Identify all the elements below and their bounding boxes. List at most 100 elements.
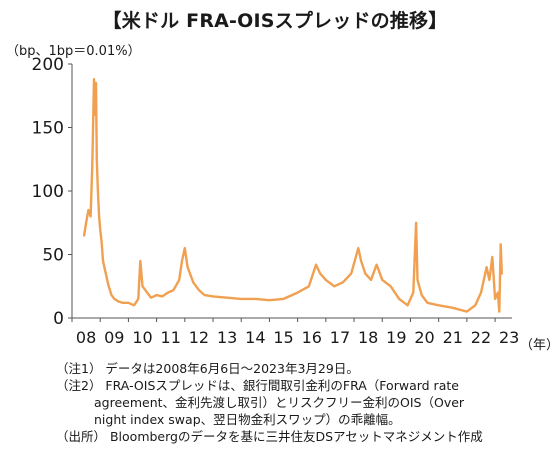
data-point	[117, 300, 120, 303]
x-tick-label: 17	[330, 328, 350, 347]
data-point	[406, 304, 409, 307]
data-point	[480, 291, 482, 294]
x-tick-label: 10	[132, 328, 152, 347]
data-point	[360, 260, 362, 262]
data-point	[497, 291, 499, 294]
data-point	[370, 279, 372, 281]
data-point	[381, 279, 384, 281]
data-point	[98, 215, 100, 218]
data-point	[198, 289, 200, 291]
data-point	[254, 298, 257, 300]
data-point	[350, 272, 353, 275]
data-point	[161, 295, 164, 298]
x-tick-label: 18	[358, 328, 378, 347]
data-point	[91, 164, 94, 167]
x-tick-label: 19	[386, 328, 406, 347]
source-note: （出所） Bloombergのデータを基に三井住友DSアセットマネジメント作成	[56, 429, 483, 444]
x-tick-label: 15	[273, 328, 293, 347]
data-point	[319, 272, 322, 275]
y-tick-label: 150	[32, 119, 64, 139]
x-tick-label: 09	[104, 328, 124, 347]
data-point	[226, 296, 228, 299]
data-point	[150, 296, 152, 299]
data-point	[97, 190, 99, 192]
x-tick-label: 12	[189, 328, 209, 347]
x-tick-label: 14	[245, 328, 265, 347]
data-point	[167, 291, 169, 294]
data-point	[485, 266, 488, 269]
data-point	[105, 272, 107, 275]
data-point	[426, 302, 429, 304]
chart-title: 【米ドル FRA-OISスプレッドの推移】	[102, 10, 448, 32]
data-point	[282, 298, 285, 300]
data-point	[474, 304, 477, 307]
data-point	[107, 285, 110, 288]
data-point	[308, 285, 310, 288]
y-tick-label: 200	[32, 55, 64, 75]
data-point	[110, 294, 113, 296]
data-point	[95, 82, 97, 84]
data-point	[102, 260, 104, 262]
data-point	[172, 289, 175, 291]
data-point	[155, 294, 158, 296]
data-point	[437, 304, 440, 307]
x-tick-label: 13	[217, 328, 237, 347]
data-point	[389, 285, 392, 288]
y-tick-label: 0	[53, 309, 64, 329]
data-point	[93, 114, 96, 116]
data-point	[137, 298, 140, 300]
data-point	[315, 263, 317, 266]
data-point	[268, 299, 271, 302]
note-2-line-1: （注2） FRA-OISスプレッドは、銀行間取引金利のFRA（Forward r…	[56, 378, 459, 393]
series-line	[82, 77, 503, 313]
data-point	[491, 256, 494, 258]
series-group	[82, 77, 503, 313]
data-point	[325, 279, 327, 281]
data-point	[133, 304, 135, 307]
data-point	[452, 307, 454, 309]
y-axis-unit-label: （bp、1bp＝0.01%）	[6, 44, 141, 59]
data-point	[144, 289, 147, 291]
data-point	[357, 247, 360, 249]
data-point	[203, 294, 206, 296]
chart-axes	[71, 64, 512, 319]
data-point	[83, 234, 85, 237]
y-tick-label: 50	[42, 246, 64, 266]
data-point	[184, 247, 186, 249]
data-point	[364, 272, 367, 275]
data-point	[178, 279, 180, 281]
data-point	[139, 260, 142, 262]
data-point	[498, 310, 501, 313]
x-tick-label: 22	[471, 328, 491, 347]
note-2-line-3: night index swap、翌日物金利スワップ）の乖離幅。	[94, 412, 401, 427]
y-tick-label: 100	[32, 182, 64, 202]
data-point	[333, 285, 336, 288]
note-2-line-2: agreement、金利先渡し取引）とリスクフリー金利のOIS（Over	[94, 395, 465, 410]
data-point	[99, 228, 101, 230]
data-point	[93, 78, 95, 80]
x-tick-label: 20	[414, 328, 434, 347]
data-point	[488, 279, 491, 281]
data-point	[186, 266, 189, 269]
y-axis-ticks: 0 50 100 150 200	[32, 55, 72, 329]
data-point	[375, 263, 378, 266]
data-point	[420, 294, 423, 296]
data-point	[89, 215, 92, 218]
data-point	[122, 302, 124, 304]
data-point	[240, 298, 242, 300]
data-point	[412, 291, 415, 294]
data-point	[85, 222, 87, 224]
x-tick-label: 11	[161, 328, 181, 347]
data-point	[192, 281, 195, 284]
chart-svg: 0 50 100 150 200 08 09 10 11 12 13 14 15 16 17 18 19 20 2…	[32, 55, 550, 353]
data-point	[127, 302, 130, 304]
x-axis-label: （年）	[520, 338, 550, 353]
data-point	[141, 285, 144, 288]
data-point	[181, 260, 183, 262]
data-point	[96, 158, 98, 161]
data-point	[113, 298, 116, 300]
data-point	[296, 291, 299, 294]
x-tick-label: 08	[76, 328, 96, 347]
footnotes: （注1） データは2008年6月6日～2023年3月29日。 （注2） FRA-…	[56, 360, 544, 445]
x-axis-ticks: 08 09 10 11 12 13 14 15 16 17 18 19 20 21 22 23（年）	[71, 318, 550, 353]
